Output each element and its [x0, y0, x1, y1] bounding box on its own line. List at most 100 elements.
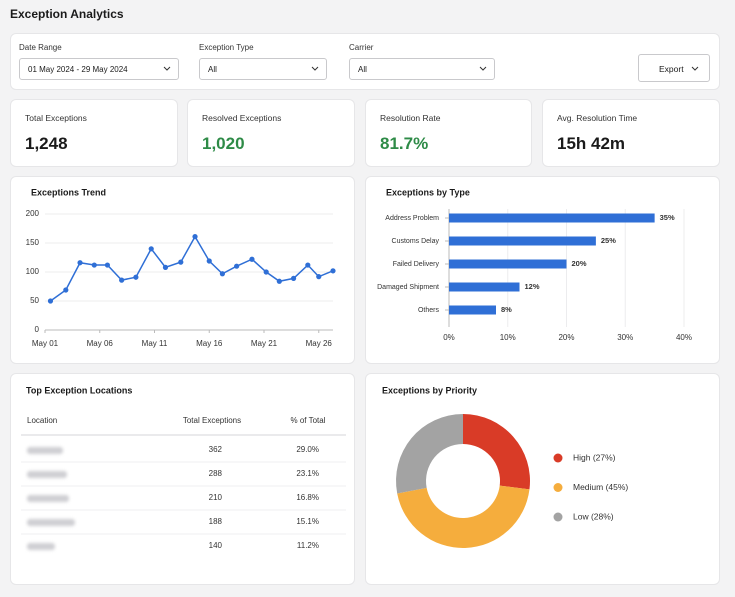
blurred-location	[27, 447, 63, 454]
type-card: Exceptions by Type 0% 10% 20% 30% 40% Address …	[365, 176, 720, 364]
value-label: 8%	[501, 305, 512, 314]
data-point	[162, 264, 169, 270]
donut-slice	[397, 485, 530, 548]
legend-swatch	[553, 483, 563, 492]
category-label: Address Problem	[385, 215, 439, 222]
y-tick-label: 100	[26, 267, 40, 276]
x-tick-label: 40%	[676, 333, 692, 342]
table-cell: 188	[209, 517, 223, 526]
page-title: Exception Analytics	[10, 7, 124, 21]
data-point	[133, 274, 139, 280]
data-point	[148, 246, 154, 252]
chevron	[479, 66, 487, 71]
category-label: Customs Delay	[392, 238, 440, 245]
data-point	[91, 262, 97, 268]
donut-slice	[463, 414, 530, 490]
table-cell: 23.1%	[296, 469, 319, 478]
data-point	[104, 262, 111, 268]
carrier-select[interactable]: All	[349, 58, 495, 80]
category-label: Others	[418, 307, 440, 314]
kpi-card: Total Exceptions 1,248	[10, 99, 178, 167]
line-chart: Exceptions Trend 0 50 100 150 200 May 01 May 06…	[26, 187, 336, 348]
data-point	[178, 259, 184, 265]
data-point	[47, 298, 54, 304]
select-value: 01 May 2024 - 29 May 2024	[28, 65, 128, 74]
x-tick-label: May 11	[142, 339, 168, 348]
bar-chart: Exceptions by Type 0% 10% 20% 30% 40% Address …	[377, 187, 692, 342]
value-label: 25%	[601, 236, 616, 245]
value-label: 35%	[660, 213, 675, 222]
data-point	[330, 268, 336, 274]
export-button[interactable]: Export	[638, 54, 710, 82]
table-header: Location	[27, 416, 57, 425]
legend-label: Low (28%)	[573, 511, 614, 521]
kpi-value: 15h 42m	[557, 134, 626, 153]
kpi-value: 1,248	[25, 134, 68, 153]
table-cell: 15.1%	[296, 517, 319, 526]
table-card: Top Exception Locations Location Total Exc…	[10, 373, 355, 585]
table-cell: 16.8%	[296, 493, 319, 502]
data-point	[263, 269, 269, 275]
kpi-value: 1,020	[202, 134, 245, 153]
select-value: All	[358, 65, 367, 74]
select-value: All	[208, 65, 217, 74]
kpi-card: Resolution Rate 81.7%	[365, 99, 532, 167]
filter-label: Date Range	[19, 43, 62, 52]
data-point	[219, 271, 225, 277]
x-tick-label: May 16	[196, 339, 223, 348]
kpi-value: 81.7%	[380, 134, 429, 153]
priority-card: Exceptions by Priority High (27%) Medium (…	[365, 373, 720, 585]
blurred-location	[27, 471, 67, 478]
x-tick-label: 30%	[617, 333, 633, 342]
chart-title: Exceptions by Priority	[382, 385, 477, 395]
data-point	[316, 274, 322, 280]
category-label: Failed Delivery	[393, 261, 440, 268]
table-cell: 210	[209, 493, 223, 502]
filter-label: Carrier	[349, 43, 374, 52]
value-label: 12%	[525, 282, 540, 291]
data-point	[305, 262, 311, 268]
trend-line	[50, 235, 334, 302]
table-header: Total Exceptions	[183, 416, 241, 425]
table-title: Top Exception Locations	[26, 385, 132, 395]
table-cell: 11.2%	[297, 541, 319, 550]
table-cell: 29.0%	[296, 445, 319, 454]
filter-bar: Date Range 01 May 2024 - 29 May 2024 Exc…	[10, 33, 720, 90]
kpi-card: Resolved Exceptions 1,020	[187, 99, 355, 167]
bar	[449, 305, 496, 315]
category-label: Damaged Shipment	[377, 284, 439, 291]
kpi-label: Avg. Resolution Time	[557, 113, 638, 123]
chevron	[163, 66, 171, 71]
chevron	[691, 66, 699, 71]
data-point	[276, 278, 282, 284]
table-cell: 288	[209, 469, 223, 478]
x-tick-label: May 01	[32, 339, 59, 348]
y-tick-label: 200	[26, 209, 40, 218]
x-tick-label: May 06	[87, 339, 114, 348]
data-point	[249, 256, 255, 262]
type-select[interactable]: All	[199, 58, 327, 80]
data-point	[206, 258, 212, 264]
donut-chart: Exceptions by Priority High (27%) Medium (…	[382, 385, 628, 548]
trend-card: Exceptions Trend 0 50 100 150 200 May 01 May 06…	[10, 176, 355, 364]
bar	[449, 282, 520, 292]
value-label: 20%	[572, 259, 587, 268]
x-tick-label: 0%	[443, 333, 455, 342]
y-tick-label: 150	[26, 238, 40, 247]
chart-title: Exceptions by Type	[386, 187, 470, 197]
bar	[449, 213, 655, 223]
chevron	[311, 66, 319, 71]
x-tick-label: 20%	[558, 333, 574, 342]
data-point	[63, 287, 69, 293]
legend-swatch	[553, 453, 563, 463]
kpi-label: Resolution Rate	[380, 113, 441, 123]
filter-label: Exception Type	[199, 43, 254, 52]
blurred-location	[27, 495, 69, 502]
blurred-location	[27, 543, 55, 550]
date-select[interactable]: 01 May 2024 - 29 May 2024	[19, 58, 179, 80]
bar	[449, 236, 596, 246]
data-point	[192, 234, 198, 240]
chart-title: Exceptions Trend	[31, 187, 106, 197]
y-tick-label: 50	[30, 296, 39, 305]
